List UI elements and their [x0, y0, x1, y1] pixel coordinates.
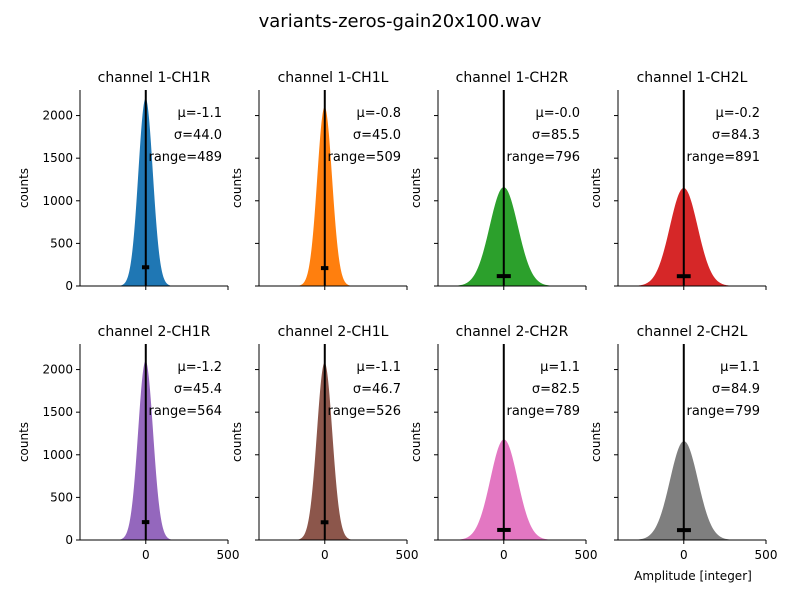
x-tick-label: 0	[142, 548, 150, 562]
sigma-annotation: σ=82.5	[532, 382, 580, 397]
subplot-4: channel 1-CH2L counts μ=-0.2 σ=84.3 range=89…	[589, 70, 767, 290]
mu-annotation: μ=1.1	[540, 360, 580, 375]
subplot-title: channel 1-CH2R	[456, 70, 569, 86]
y-tick-label: 1500	[42, 151, 73, 165]
x-tick-label: 500	[755, 548, 778, 562]
subplot-1: 0 500 1000 1500 2000 channel 1-CH1R counts μ=-1…	[17, 70, 229, 293]
sigma-annotation: σ=85.5	[532, 128, 580, 143]
range-annotation: range=789	[506, 404, 580, 419]
subplot-title: channel 2-CH1L	[278, 324, 389, 340]
subplot-title: channel 2-CH2R	[456, 324, 569, 340]
y-axis-label: counts	[409, 168, 423, 208]
y-axis-label: counts	[589, 422, 603, 462]
subplot-2: channel 1-CH1L counts μ=-0.8 σ=45.0 range=50…	[230, 70, 408, 290]
y-tick-label: 500	[50, 490, 73, 504]
sigma-annotation: σ=84.3	[712, 128, 760, 143]
range-annotation: range=526	[327, 404, 401, 419]
sigma-annotation: σ=46.7	[353, 382, 401, 397]
range-annotation: range=564	[148, 404, 222, 419]
subplot-7: 0 500 channel 2-CH2R counts μ=1.1 σ=82.5 range…	[409, 324, 597, 562]
mu-annotation: μ=-0.8	[356, 106, 401, 121]
y-axis-label: counts	[409, 422, 423, 462]
y-axis-label: counts	[230, 422, 244, 462]
y-tick-label: 2000	[42, 363, 73, 377]
y-axis-label: counts	[17, 168, 31, 208]
range-annotation: range=489	[148, 150, 222, 165]
sigma-annotation: σ=45.0	[353, 128, 401, 143]
x-tick-label: 0	[321, 548, 329, 562]
subplot-title: channel 1-CH2L	[637, 70, 748, 86]
subplot-8: 0 500 channel 2-CH2L counts μ=1.1 σ=84.9 range…	[589, 324, 777, 562]
subplot-title: channel 1-CH1R	[98, 70, 211, 86]
y-tick-label: 500	[50, 236, 73, 250]
sigma-annotation: σ=45.4	[174, 382, 222, 397]
subplot-title: channel 1-CH1L	[278, 70, 389, 86]
x-tick-label: 0	[500, 548, 508, 562]
mu-annotation: μ=-0.2	[715, 106, 760, 121]
y-tick-label: 0	[65, 533, 73, 547]
subplot-3: channel 1-CH2R counts μ=-0.0 σ=85.5 range=79…	[409, 70, 587, 290]
y-axis-label: counts	[589, 168, 603, 208]
x-tick-label: 500	[217, 548, 240, 562]
panels: 0 500 1000 1500 2000 channel 1-CH1R counts μ=-1…	[17, 70, 777, 562]
mu-annotation: μ=1.1	[720, 360, 760, 375]
mu-annotation: μ=-1.1	[177, 106, 222, 121]
y-tick-label: 1500	[42, 405, 73, 419]
y-axis-label: counts	[17, 422, 31, 462]
y-tick-label: 0	[65, 279, 73, 293]
mu-annotation: μ=-0.0	[535, 106, 580, 121]
subplot-title: channel 2-CH2L	[637, 324, 748, 340]
x-axis-label: Amplitude [integer]	[634, 569, 752, 583]
x-tick-label: 500	[575, 548, 598, 562]
y-axis-label: counts	[230, 168, 244, 208]
range-annotation: range=891	[686, 150, 760, 165]
sigma-annotation: σ=44.0	[174, 128, 222, 143]
figure-title: variants-zeros-gain20x100.wav	[259, 11, 542, 32]
y-tick-label: 1000	[42, 194, 73, 208]
subplot-6: 0 500 channel 2-CH1L counts μ=-1.1 σ=46.7 rang…	[230, 324, 418, 562]
y-tick-label: 1000	[42, 448, 73, 462]
subplot-5: 0 500 1000 1500 2000 0 500 channel 2-CH1R counts…	[17, 324, 239, 562]
sigma-annotation: σ=84.9	[712, 382, 760, 397]
mu-annotation: μ=-1.2	[177, 360, 222, 375]
subplot-title: channel 2-CH1R	[98, 324, 211, 340]
y-tick-label: 2000	[42, 109, 73, 123]
range-annotation: range=796	[506, 150, 580, 165]
range-annotation: range=509	[327, 150, 401, 165]
x-tick-label: 0	[680, 548, 688, 562]
range-annotation: range=799	[686, 404, 760, 419]
x-tick-label: 500	[396, 548, 419, 562]
mu-annotation: μ=-1.1	[356, 360, 401, 375]
